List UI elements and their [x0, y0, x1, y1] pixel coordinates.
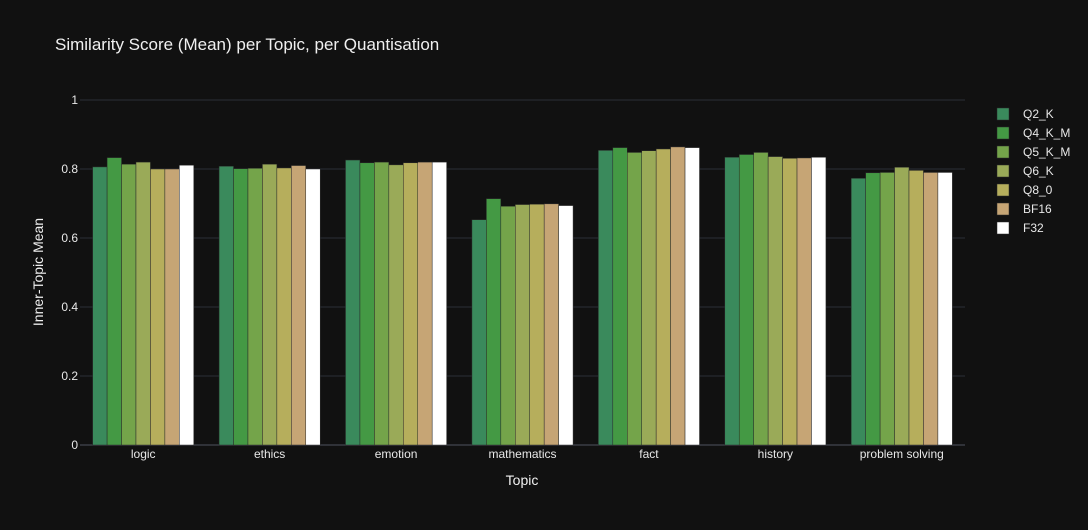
- x-tick-label: logic: [131, 447, 156, 461]
- bar-bf16-problem-solving[interactable]: [923, 172, 939, 446]
- x-tick-label: mathematics: [488, 447, 556, 461]
- legend-item-bf16[interactable]: BF16: [996, 202, 1052, 216]
- bar-bf16-emotion[interactable]: [417, 161, 433, 446]
- bar-q6-k-fact[interactable]: [641, 150, 657, 446]
- chart-title: Similarity Score (Mean) per Topic, per Q…: [55, 35, 439, 54]
- bar-bf16-history[interactable]: [796, 157, 812, 446]
- bar-q8-0-mathematics[interactable]: [529, 203, 545, 446]
- legend-item-q8-0[interactable]: Q8_0: [996, 183, 1053, 197]
- bar-q4-k-m-ethics[interactable]: [233, 168, 249, 446]
- y-tick-label: 0.8: [61, 162, 78, 176]
- y-tick-label: 0.6: [61, 231, 78, 245]
- bar-q2-k-emotion[interactable]: [345, 159, 361, 446]
- bar-bf16-ethics[interactable]: [291, 165, 307, 446]
- y-tick-label: 0.4: [61, 300, 78, 314]
- legend: Q2_K Q4_K_M Q5_K_M Q6_K Q8_0 BF16 F32: [996, 107, 1070, 235]
- x-tick-label: problem solving: [860, 447, 944, 461]
- bar-q8-0-logic[interactable]: [150, 168, 166, 446]
- bar-f32-fact[interactable]: [684, 147, 700, 446]
- bar-q4-k-m-mathematics[interactable]: [486, 198, 502, 446]
- legend-label: Q2_K: [1023, 107, 1054, 121]
- bar-q2-k-history[interactable]: [724, 157, 740, 446]
- bar-q2-k-ethics[interactable]: [218, 165, 234, 446]
- bar-f32-ethics[interactable]: [305, 168, 321, 446]
- legend-label: BF16: [1023, 202, 1052, 216]
- legend-swatch: [996, 164, 1010, 178]
- bar-q6-k-mathematics[interactable]: [515, 204, 530, 446]
- legend-swatch: [996, 126, 1010, 140]
- bar-q4-k-m-emotion[interactable]: [359, 162, 375, 446]
- legend-label: Q8_0: [1023, 183, 1053, 197]
- x-tick-label: history: [758, 447, 793, 461]
- bar-bf16-mathematics[interactable]: [543, 203, 559, 446]
- bar-q2-k-mathematics[interactable]: [471, 219, 487, 446]
- x-tick-label: ethics: [254, 447, 285, 461]
- bars-layer: [92, 146, 953, 446]
- bar-q5-k-m-logic[interactable]: [121, 163, 137, 446]
- legend-swatch: [996, 145, 1010, 159]
- bar-q5-k-m-fact[interactable]: [627, 152, 642, 446]
- bar-q6-k-history[interactable]: [767, 156, 783, 446]
- legend-item-q2-k[interactable]: Q2_K: [996, 107, 1054, 121]
- ticks-layer: 0 0.2 0.4 0.6 0.8 1 logic ethics emotion mathemat…: [61, 93, 943, 461]
- bar-f32-logic[interactable]: [179, 164, 195, 446]
- x-tick-label: emotion: [375, 447, 418, 461]
- bar-q5-k-m-ethics[interactable]: [247, 168, 263, 446]
- bar-q4-k-m-history[interactable]: [738, 154, 754, 446]
- y-axis-title: Inner-Topic Mean: [30, 218, 46, 326]
- bar-bf16-logic[interactable]: [164, 168, 180, 446]
- legend-swatch: [996, 183, 1010, 197]
- x-axis-title: Topic: [506, 472, 539, 488]
- y-tick-label: 1: [71, 93, 78, 107]
- bar-q8-0-problem-solving[interactable]: [908, 170, 924, 446]
- bar-f32-mathematics[interactable]: [558, 205, 574, 446]
- legend-item-q5-k-m[interactable]: Q5_K_M: [996, 145, 1070, 159]
- bar-q6-k-emotion[interactable]: [388, 164, 404, 446]
- bar-f32-emotion[interactable]: [431, 161, 447, 446]
- legend-label: Q6_K: [1023, 164, 1054, 178]
- y-tick-label: 0: [71, 438, 78, 452]
- legend-label: Q4_K_M: [1023, 126, 1070, 140]
- bar-q5-k-m-problem-solving[interactable]: [879, 172, 895, 446]
- bar-q4-k-m-logic[interactable]: [106, 157, 122, 446]
- bar-q6-k-problem-solving[interactable]: [894, 167, 910, 446]
- bar-q8-0-emotion[interactable]: [403, 162, 418, 446]
- bar-q5-k-m-history[interactable]: [753, 152, 769, 446]
- bar-q8-0-fact[interactable]: [655, 148, 671, 446]
- legend-swatch: [996, 202, 1010, 216]
- bar-bf16-fact[interactable]: [670, 146, 686, 446]
- x-tick-label: fact: [639, 447, 659, 461]
- y-tick-label: 0.2: [61, 369, 78, 383]
- bar-q8-0-history[interactable]: [782, 158, 798, 446]
- bar-q2-k-problem-solving[interactable]: [850, 178, 866, 446]
- bar-q8-0-ethics[interactable]: [276, 167, 292, 446]
- bar-q4-k-m-fact[interactable]: [612, 147, 628, 446]
- bar-f32-problem-solving[interactable]: [937, 172, 953, 446]
- legend-label: Q5_K_M: [1023, 145, 1070, 159]
- legend-swatch: [996, 107, 1010, 121]
- bar-f32-history[interactable]: [811, 157, 827, 446]
- bar-q5-k-m-mathematics[interactable]: [500, 206, 516, 446]
- bar-q6-k-logic[interactable]: [135, 161, 151, 446]
- legend-item-q6-k[interactable]: Q6_K: [996, 164, 1054, 178]
- legend-swatch: [996, 221, 1010, 235]
- bar-q5-k-m-emotion[interactable]: [374, 161, 390, 446]
- bar-q6-k-ethics[interactable]: [262, 163, 278, 446]
- legend-item-f32[interactable]: F32: [996, 221, 1044, 235]
- bar-q2-k-logic[interactable]: [92, 166, 108, 446]
- bar-q2-k-fact[interactable]: [598, 150, 614, 446]
- legend-label: F32: [1023, 221, 1044, 235]
- bar-q4-k-m-problem-solving[interactable]: [865, 172, 881, 446]
- legend-item-q4-k-m[interactable]: Q4_K_M: [996, 126, 1070, 140]
